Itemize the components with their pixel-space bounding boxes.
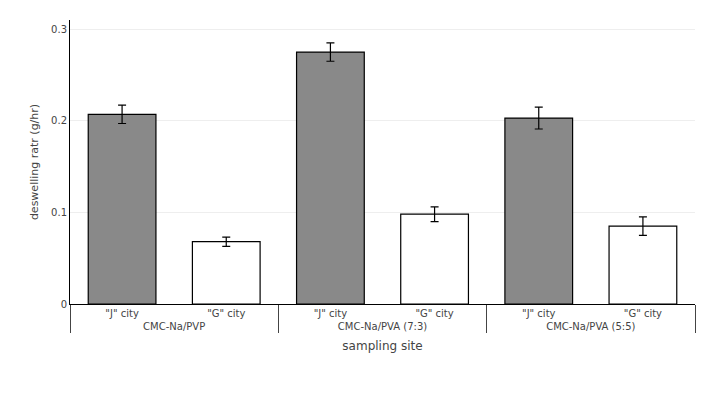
svg-text:"J" city: "J" city [522, 308, 556, 319]
svg-text:0.2: 0.2 [51, 115, 67, 126]
svg-text:0.1: 0.1 [51, 207, 67, 218]
svg-text:0.3: 0.3 [51, 24, 67, 35]
svg-text:CMC-Na/PVP: CMC-Na/PVP [143, 321, 205, 332]
svg-text:CMC-Na/PVA (5:5): CMC-Na/PVA (5:5) [546, 321, 635, 332]
svg-text:deswelling ratr (g/hr): deswelling ratr (g/hr) [28, 104, 41, 220]
svg-text:"J" city: "J" city [314, 308, 348, 319]
svg-text:"J" city: "J" city [105, 308, 139, 319]
svg-text:sampling site: sampling site [342, 339, 422, 353]
svg-text:CMC-Na/PVA (7:3): CMC-Na/PVA (7:3) [338, 321, 427, 332]
svg-text:"G" city: "G" city [415, 308, 453, 319]
svg-text:"G" city: "G" city [207, 308, 245, 319]
svg-text:"G" city: "G" city [624, 308, 662, 319]
svg-text:0: 0 [61, 299, 67, 310]
